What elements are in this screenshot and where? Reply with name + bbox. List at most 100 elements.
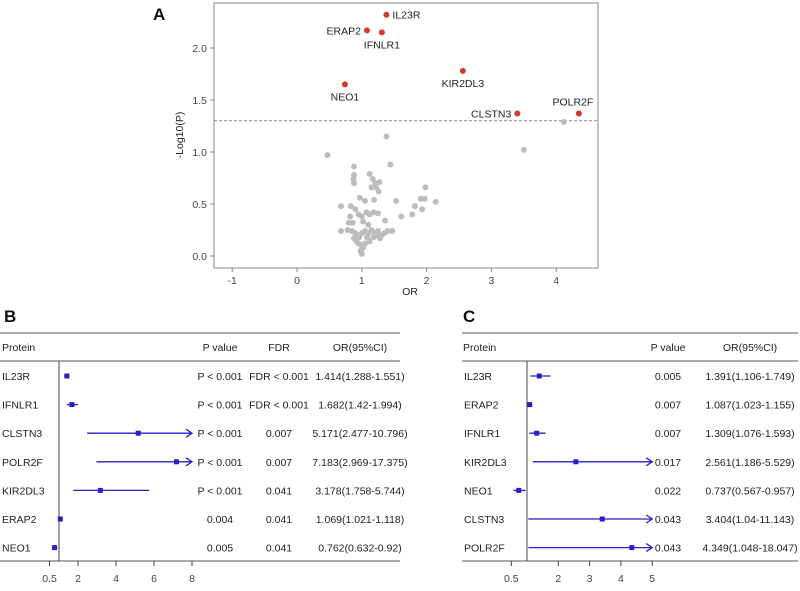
- row-protein: NEO1: [464, 485, 493, 497]
- point-nonsignificant: [351, 163, 358, 170]
- point-significant: [363, 27, 370, 34]
- point-nonsignificant: [344, 227, 351, 233]
- row-fdr: 0.041: [266, 514, 292, 526]
- x-tick-label: 6: [151, 573, 157, 585]
- row-p: 0.007: [655, 428, 681, 440]
- point-nonsignificant: [351, 180, 358, 187]
- or-marker: [534, 430, 540, 436]
- or-marker: [64, 373, 70, 379]
- column-header: OR(95%CI): [333, 342, 387, 354]
- point-nonsignificant: [398, 213, 405, 220]
- panel-label-c: C: [463, 307, 475, 326]
- or-marker: [516, 487, 522, 493]
- row-ci_text: 4.349(1.048-18.047): [702, 543, 797, 555]
- row-ci_text: 0.737(0.567-0.957): [705, 485, 794, 497]
- row-p: P < 0.001: [197, 400, 242, 412]
- row-protein: KIR2DL3: [464, 457, 507, 469]
- volcano-plot: -1 0 1 2 3 4 0.0 0.5 1.0 1.5 2.0 OR -Log10(P) IL23R ER…: [174, 2, 599, 298]
- panel-label-b: B: [4, 307, 16, 326]
- row-protein: ERAP2: [464, 400, 499, 412]
- point-nonsignificant: [375, 188, 382, 195]
- row-p: 0.004: [207, 514, 233, 526]
- point-nonsignificant: [338, 203, 345, 210]
- y-tick-label: 0.0: [192, 251, 207, 263]
- row-ci_text: 1.414(1.288-1.551): [315, 371, 404, 383]
- row-protein: ERAP2: [2, 514, 37, 526]
- y-tick-label: 0.5: [192, 199, 207, 211]
- column-header: OR(95%CI): [723, 342, 777, 354]
- point-nonsignificant: [349, 219, 356, 226]
- x-tick-label: 0.5: [42, 573, 57, 585]
- x-tick-label: 0.5: [504, 573, 519, 585]
- row-ci_text: 1.087(1.023-1.155): [705, 400, 794, 412]
- or-marker: [573, 459, 579, 465]
- row-protein: IL23R: [464, 371, 492, 383]
- point-nonsignificant: [432, 198, 439, 205]
- point-nonsignificant: [358, 250, 365, 257]
- point-nonsignificant: [356, 234, 363, 241]
- row-ci_text: 1.682(1.42-1.994): [318, 400, 401, 412]
- point-significant: [575, 110, 582, 117]
- point-significant: [378, 29, 385, 36]
- point-nonsignificant: [324, 152, 331, 159]
- row-p: P < 0.001: [197, 485, 242, 497]
- point-nonsignificant: [411, 203, 418, 210]
- row-protein: IL23R: [2, 371, 30, 383]
- point-label: NEO1: [331, 91, 360, 103]
- row-ci_text: 1.069(1.021-1.118): [316, 514, 405, 526]
- point-label: ERAP2: [327, 25, 362, 37]
- x-tick-label: 4: [618, 573, 624, 585]
- or-marker: [173, 459, 179, 465]
- point-nonsignificant: [375, 210, 381, 217]
- or-marker: [527, 402, 533, 408]
- point-nonsignificant: [560, 118, 567, 125]
- row-fdr: 0.007: [266, 457, 292, 469]
- point-label: IFNLR1: [364, 39, 400, 51]
- or-marker: [69, 402, 75, 408]
- row-p: 0.043: [655, 514, 681, 526]
- point-nonsignificant: [358, 213, 365, 220]
- arrow-icon: [645, 543, 654, 553]
- column-header: FDR: [268, 342, 290, 354]
- point-significant: [459, 67, 466, 74]
- row-p: 0.043: [655, 543, 681, 555]
- row-p: 0.022: [655, 485, 681, 497]
- or-marker: [97, 487, 103, 493]
- point-nonsignificant: [366, 238, 373, 245]
- row-protein: IFNLR1: [2, 400, 38, 412]
- or-marker: [599, 516, 605, 522]
- row-fdr: FDR < 0.001: [249, 371, 309, 383]
- x-tick-label: 2: [555, 573, 561, 585]
- x-tick-label: 4: [553, 275, 559, 287]
- point-nonsignificant: [419, 206, 426, 213]
- y-axis-label: -Log10(P): [174, 112, 186, 159]
- or-marker: [629, 545, 635, 551]
- column-header: Protein: [2, 342, 35, 354]
- row-fdr: FDR < 0.001: [249, 400, 309, 412]
- point-nonsignificant: [376, 179, 383, 186]
- row-ci_text: 2.561(1.186-5.529): [705, 457, 794, 469]
- x-tick-label: 8: [189, 573, 195, 585]
- column-header: Protein: [463, 342, 496, 354]
- column-header: P value: [651, 342, 686, 354]
- point-label: CLSTN3: [471, 109, 511, 121]
- point-nonsignificant: [366, 170, 373, 177]
- or-marker: [57, 516, 63, 522]
- row-p: 0.017: [655, 457, 681, 469]
- point-label: KIR2DL3: [442, 78, 485, 90]
- point-label: POLR2F: [552, 97, 593, 109]
- row-ci_text: 0.762(0.632-0.92): [318, 543, 401, 555]
- arrow-icon: [185, 457, 194, 467]
- x-tick-label: 5: [649, 573, 655, 585]
- row-ci_text: 5.171(2.477-10.796): [312, 428, 407, 440]
- point-nonsignificant: [383, 133, 390, 140]
- forest-plot-b: Protein P value FDR OR(95%CI) 0.5 2 4 6 8 IL23R P …: [0, 332, 408, 585]
- column-header: P value: [203, 342, 238, 354]
- x-tick-label: 4: [113, 573, 119, 585]
- row-protein: CLSTN3: [464, 514, 504, 526]
- row-fdr: 0.041: [266, 485, 292, 497]
- or-marker: [135, 430, 141, 436]
- row-ci_text: 1.309(1.076-1.593): [705, 428, 794, 440]
- point-significant: [341, 81, 348, 88]
